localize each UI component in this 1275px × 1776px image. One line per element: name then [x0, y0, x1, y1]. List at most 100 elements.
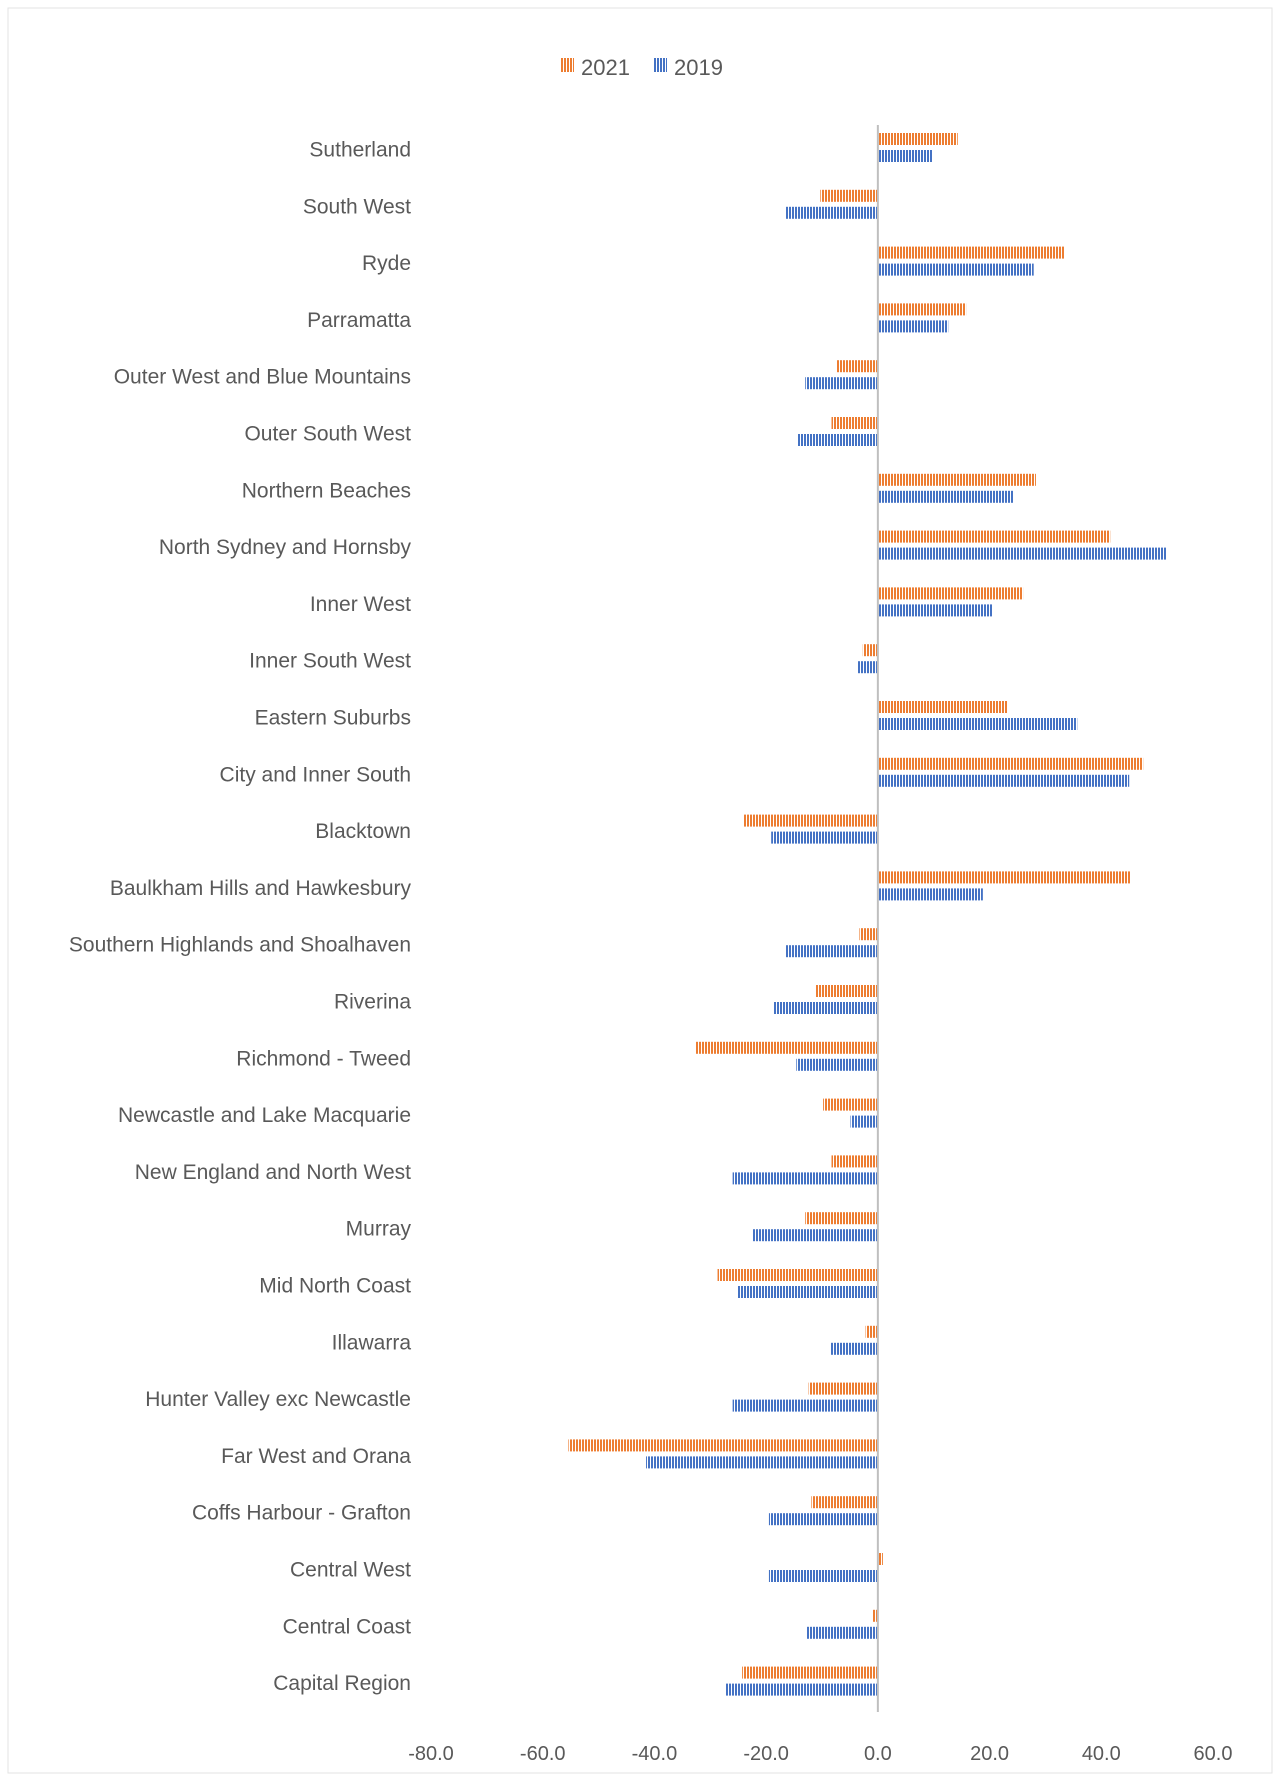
bar-2019-hunter-valley-exc-newcastle: [732, 1399, 878, 1412]
bar-2019-inner-west: [877, 604, 993, 617]
chart-border: [7, 7, 1273, 1774]
category-label: Hunter Valley exc Newcastle: [145, 1388, 411, 1411]
bar-2021-baulkham-hills-and-hawkesbury: [877, 871, 1131, 884]
bar-2019-ryde: [877, 263, 1034, 276]
bar-2019-newcastle-and-lake-macquarie: [850, 1115, 878, 1128]
bar-2019-baulkham-hills-and-hawkesbury: [877, 888, 983, 901]
category-label: Blacktown: [315, 820, 411, 843]
bar-2021-coffs-harbour-grafton: [811, 1496, 878, 1509]
bar-2021-eastern-suburbs: [877, 701, 1008, 713]
bar-2021-outer-west-and-blue-mountains: [836, 360, 878, 373]
bar-2019-capital-region: [725, 1683, 878, 1696]
category-label: Newcastle and Lake Macquarie: [118, 1104, 411, 1127]
bar-2021-southern-highlands-and-shoalhaven: [859, 928, 878, 941]
bar-2021-central-coast: [872, 1609, 878, 1622]
legend-swatch-2021: [561, 58, 574, 72]
bar-2021-north-sydney-and-hornsby: [877, 530, 1111, 543]
category-label: Outer South West: [244, 423, 411, 446]
x-tick-label: 0.0: [864, 1743, 892, 1765]
bar-2021-new-england-and-north-west: [831, 1155, 878, 1168]
x-axis-tick-labels: -80.0 -60.0 -40.0 -20.0 0.0 20.0 40.0 60.0: [408, 1743, 1232, 1765]
bar-2021-central-west: [877, 1553, 883, 1565]
x-tick-label: 60.0: [1194, 1743, 1233, 1765]
category-labels: Sutherland South West Ryde Parramatta Outer …: [69, 139, 412, 1696]
category-label: Outer West and Blue Mountains: [114, 366, 411, 389]
bar-2019-outer-south-west: [797, 434, 878, 446]
bar-2021-murray: [805, 1212, 878, 1225]
bar-2019-outer-west-and-blue-mountains: [805, 377, 878, 390]
category-label: Richmond - Tweed: [236, 1047, 411, 1070]
legend-swatch-2019: [654, 58, 667, 72]
bar-2019-riverina: [773, 1002, 878, 1014]
x-tick-label: -80.0: [408, 1743, 454, 1765]
bar-2019-far-west-and-orana: [646, 1456, 878, 1469]
category-label: Northern Beaches: [242, 479, 411, 502]
x-tick-label: -20.0: [743, 1743, 789, 1765]
bar-2021-mid-north-coast: [717, 1269, 878, 1281]
category-label: Capital Region: [273, 1672, 411, 1695]
legend-label-2021: 2021: [581, 55, 630, 80]
category-label: Southern Highlands and Shoalhaven: [69, 934, 411, 957]
bar-2019-illawarra: [830, 1342, 878, 1355]
bar-2019-mid-north-coast: [737, 1286, 878, 1298]
x-tick-label: 20.0: [970, 1743, 1009, 1765]
bar-2019-central-coast: [806, 1626, 878, 1639]
category-label: Riverina: [334, 991, 411, 1014]
bar-2021-outer-south-west: [831, 417, 878, 429]
x-tick-label: -40.0: [632, 1743, 678, 1765]
bar-2021-richmond-tweed: [695, 1041, 878, 1054]
bar-2021-hunter-valley-exc-newcastle: [808, 1382, 878, 1395]
bar-2021-ryde: [877, 246, 1065, 259]
bar-2019-sutherland: [877, 150, 933, 162]
bar-2019-new-england-and-north-west: [732, 1172, 878, 1185]
category-label: Coffs Harbour - Grafton: [192, 1502, 411, 1525]
bar-2019-coffs-harbour-grafton: [768, 1513, 878, 1526]
bar-2019-eastern-suburbs: [877, 718, 1078, 730]
bar-2019-parramatta: [877, 320, 949, 333]
bar-2019-richmond-tweed: [796, 1058, 878, 1071]
category-label: Far West and Orana: [221, 1445, 411, 1468]
category-label: Inner South West: [249, 650, 411, 673]
legend-label-2019: 2019: [674, 55, 723, 80]
bar-2021-capital-region: [742, 1666, 878, 1679]
category-label: New England and North West: [135, 1161, 411, 1184]
bar-2019-blacktown: [771, 831, 878, 844]
category-label: Central West: [290, 1559, 411, 1582]
bar-group: [568, 133, 1167, 1696]
bar-2021-northern-beaches: [877, 473, 1036, 486]
x-tick-label: 40.0: [1082, 1743, 1121, 1765]
bar-2019-southern-highlands-and-shoalhaven: [785, 945, 878, 958]
bar-2019-south-west: [785, 206, 878, 219]
bar-2019-north-sydney-and-hornsby: [877, 547, 1167, 560]
bar-2021-newcastle-and-lake-macquarie: [823, 1098, 878, 1111]
bar-2021-far-west-and-orana: [568, 1439, 878, 1452]
bar-2019-northern-beaches: [877, 490, 1014, 503]
category-label: Murray: [346, 1218, 412, 1241]
bar-2021-south-west: [820, 189, 878, 202]
bar-2021-parramatta: [877, 303, 967, 316]
category-label: Central Coast: [283, 1615, 412, 1638]
bar-2019-city-and-inner-south: [877, 774, 1130, 787]
bar-2021-illawarra: [865, 1325, 878, 1338]
bar-2021-riverina: [815, 985, 878, 997]
category-label: Parramatta: [307, 309, 411, 332]
bar-2019-murray: [752, 1229, 878, 1242]
bar-2021-sutherland: [877, 133, 958, 145]
bar-2021-city-and-inner-south: [877, 757, 1144, 770]
category-label: Inner West: [310, 593, 411, 616]
bar-2019-central-west: [768, 1570, 878, 1582]
bar-2021-blacktown: [743, 814, 878, 827]
category-label: Illawarra: [332, 1331, 412, 1354]
category-label: North Sydney and Hornsby: [159, 536, 412, 559]
category-label: Baulkham Hills and Hawkesbury: [110, 877, 412, 900]
category-label: Ryde: [362, 252, 411, 275]
category-label: City and Inner South: [220, 763, 411, 786]
bar-2021-inner-south-west: [862, 644, 878, 657]
category-label: Eastern Suburbs: [255, 707, 411, 730]
legend: 2021 2019: [561, 55, 723, 80]
category-label: South West: [303, 195, 411, 218]
bar-2021-inner-west: [877, 587, 1024, 600]
category-label: Sutherland: [309, 139, 411, 162]
